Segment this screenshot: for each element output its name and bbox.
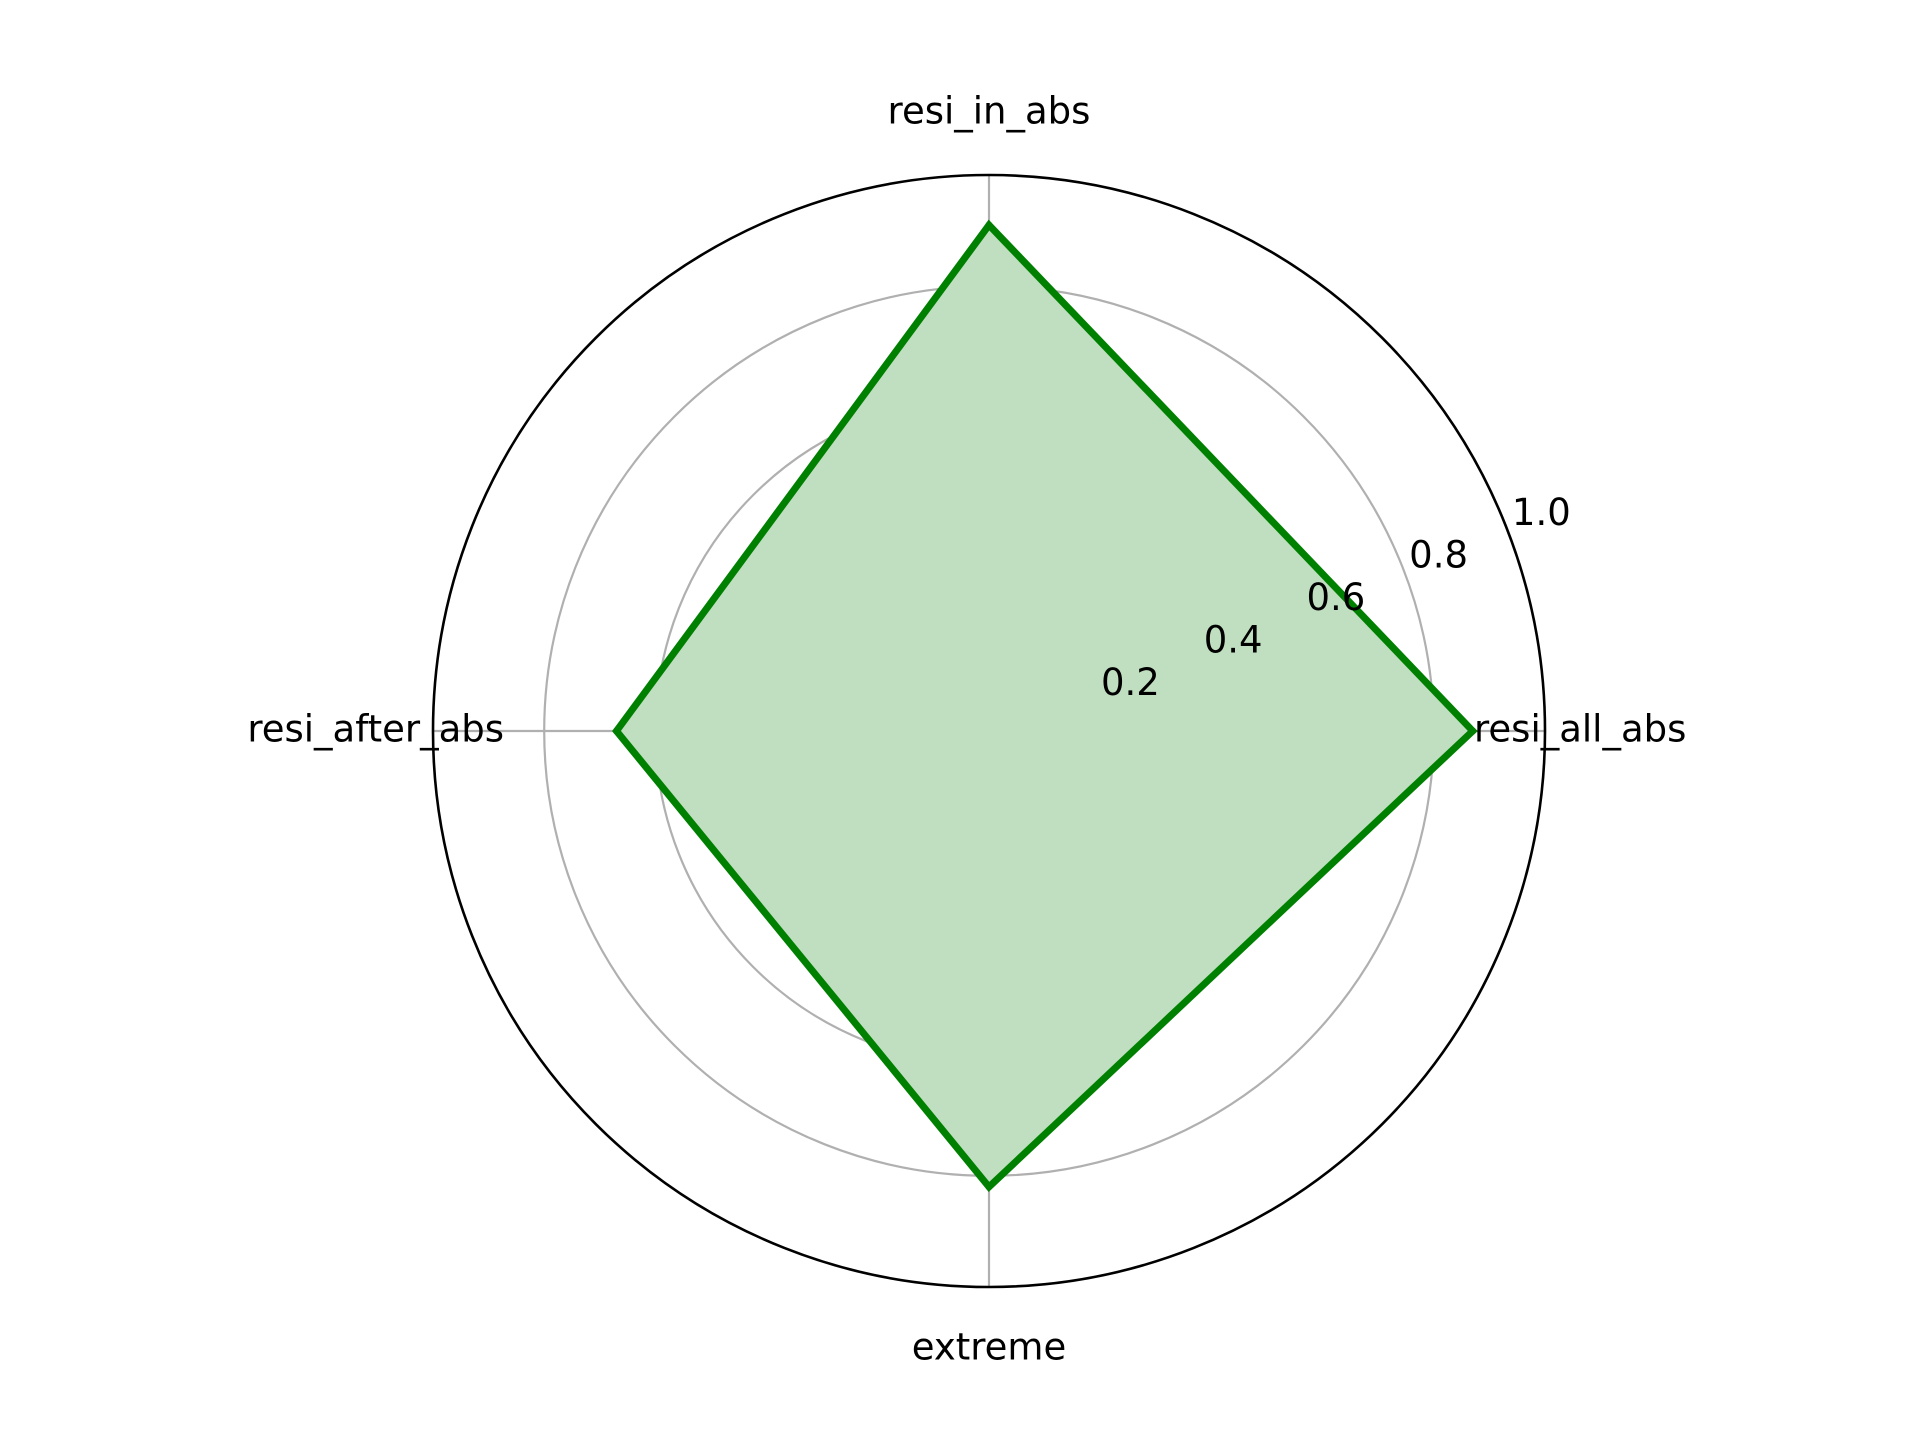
tick-label-4: 1.0 xyxy=(1512,491,1571,534)
category-label-resi-in-abs: resi_in_abs xyxy=(888,90,1091,133)
outer-circle xyxy=(431,173,1547,1289)
series-fill-0 xyxy=(616,225,1473,1187)
data-point-resi_after_abs xyxy=(612,727,620,735)
data-point-resi_in_abs xyxy=(985,221,993,229)
data-point-resi_all_abs xyxy=(1469,727,1477,735)
radar-series xyxy=(612,219,1478,1193)
tick-label-2: 0.6 xyxy=(1306,576,1365,619)
data-point-extreme xyxy=(985,1183,993,1191)
tick-label-0: 0.2 xyxy=(1101,661,1160,704)
category-label-resi-all-abs: resi_all_abs xyxy=(1474,708,1686,751)
tick-label-3: 0.8 xyxy=(1409,533,1468,576)
tick-label-1: 0.4 xyxy=(1204,619,1263,662)
radial-tick-labels: 0.2 0.4 0.6 0.8 1.0 xyxy=(1101,491,1571,704)
category-labels: resi_all_abs resi_in_abs resi_after_absext… xyxy=(247,90,1686,1369)
category-label-extreme: extreme xyxy=(912,1326,1067,1369)
radar-outer-frame xyxy=(431,173,1547,1289)
category-label-resi-after-abs: resi_after_abs xyxy=(247,708,504,751)
